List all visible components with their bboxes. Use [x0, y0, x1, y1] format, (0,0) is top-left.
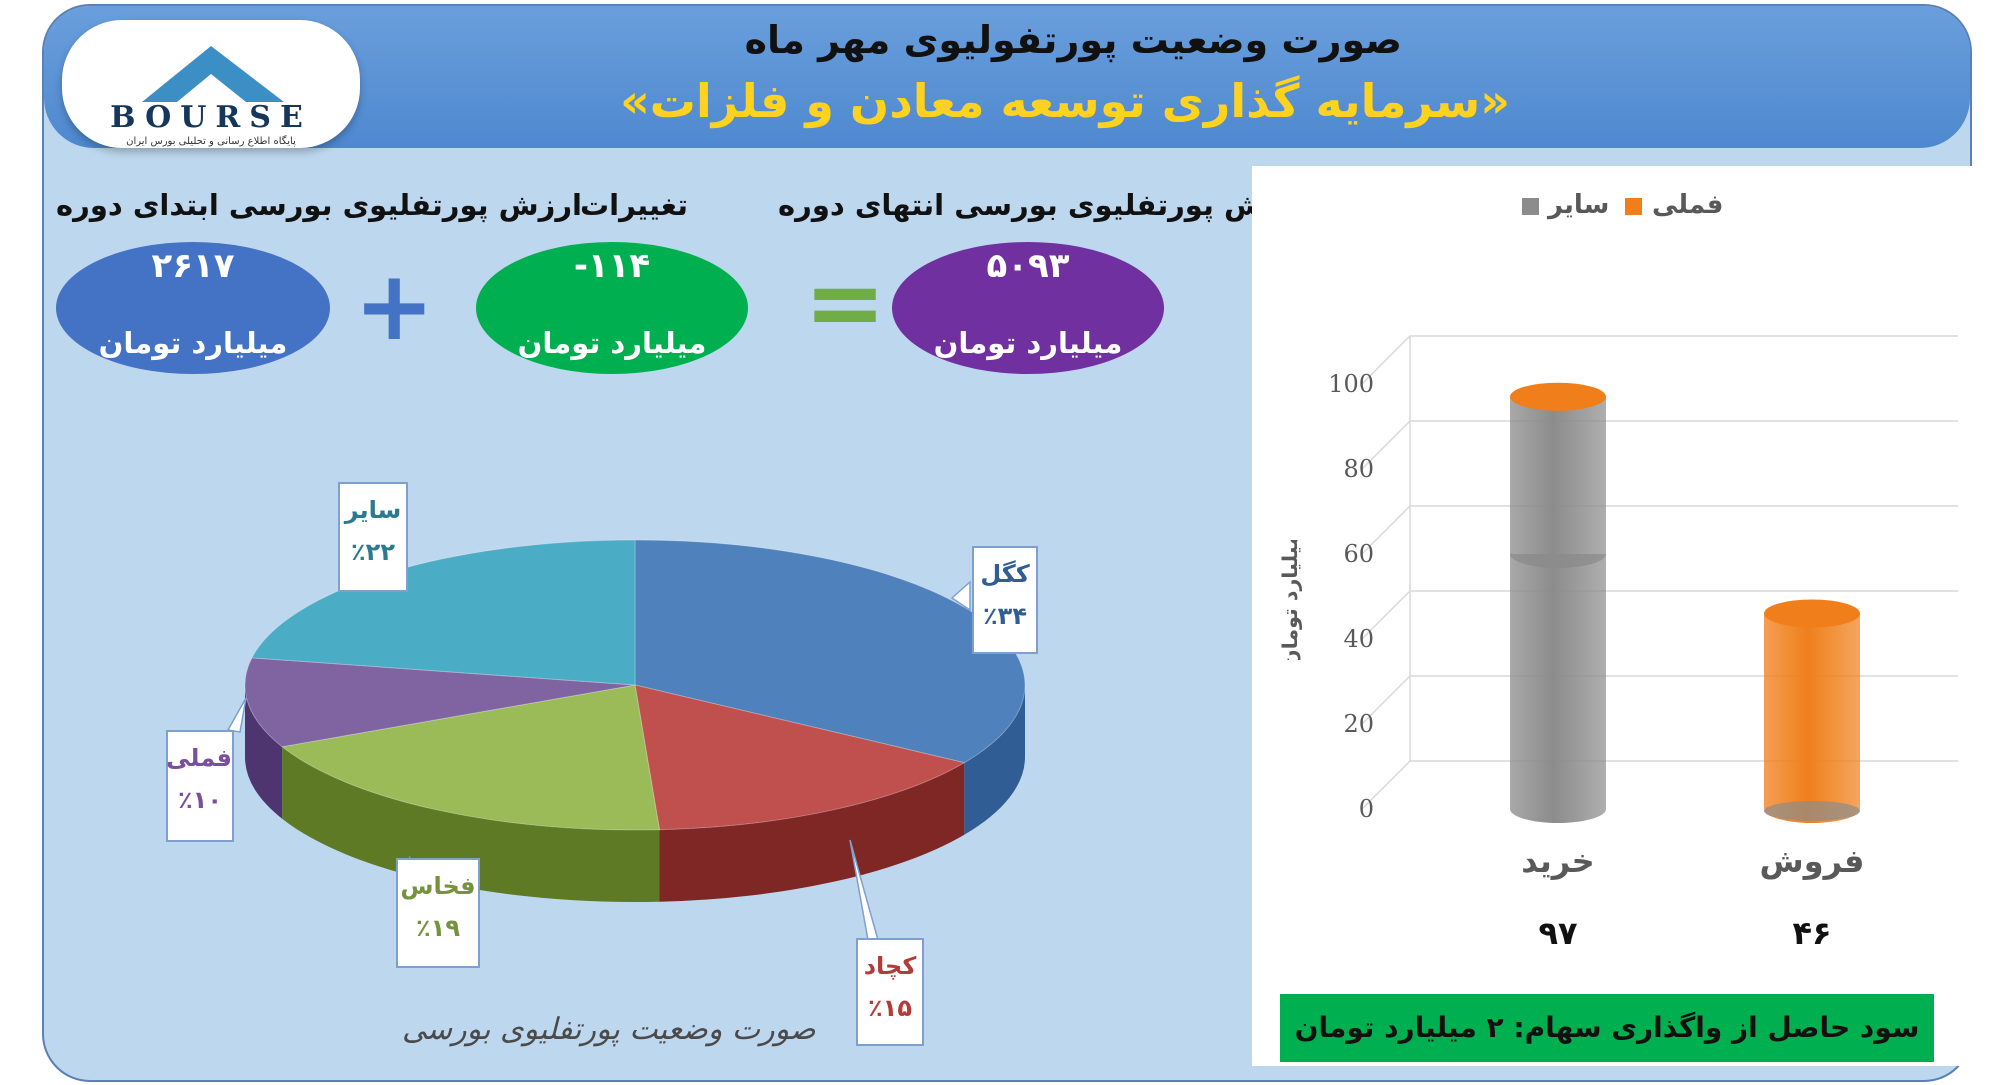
header-banner [44, 6, 1970, 148]
end-value-ellipse: ۵۰۹۳ میلیارد تومان [892, 242, 1164, 374]
start-value-label: ارزش پورتفلیوی بورسی ابتدای دوره [56, 188, 582, 222]
callout-sayer: سایر ٪۲۲ [338, 482, 408, 592]
callout-fakhas: فخاس ٪۱۹ [396, 858, 480, 968]
bar-base [1764, 801, 1860, 821]
legend-label-fameli: فملی [1652, 190, 1724, 220]
portfolio-pie-chart [226, 539, 1026, 941]
slice-name: سایر [344, 496, 402, 524]
bar-top-cap [1510, 382, 1606, 411]
y-axis-title-text: میلیارد تومان [1278, 540, 1302, 660]
slice-percent: ٪۱۰ [178, 786, 222, 814]
bar-segment [1510, 396, 1606, 568]
legend-label-sayer: سایر [1548, 190, 1610, 220]
y-tick-label: 80 [1343, 455, 1374, 483]
end-value-label: ارزش پورتفلیوی بورسی انتهای دوره [778, 188, 1308, 222]
change-value: -۱۱۴ [573, 246, 651, 286]
callout-pointer [226, 697, 247, 733]
change-ellipse: -۱۱۴ میلیارد تومان [476, 242, 748, 374]
disposal-profit-banner: سود حاصل از واگذاری سهام: ۲ میلیارد توما… [1280, 994, 1934, 1062]
x-category-label: خرید [1521, 842, 1594, 880]
page-title: صورت وضعیت پورتفولیوی مهر ماه [744, 18, 1402, 62]
legend-swatch-fameli [1625, 198, 1642, 215]
change-label: تغییرات [580, 188, 689, 222]
trade-bar-chart: 0 20 40 60 80 100 خرید ۹۷ فروش ۴۶ [1328, 335, 1958, 952]
pie-slice-side [282, 746, 660, 902]
slice-percent: ٪۱۵ [868, 994, 912, 1022]
pie-slice [634, 684, 966, 831]
start-value: ۲۶۱۷ [151, 246, 235, 286]
bar-segment [1510, 553, 1606, 823]
slice-name: فملی [166, 744, 232, 772]
pie-slice-side [659, 762, 965, 902]
logo-triangle-icon [142, 46, 284, 102]
pie-slice [280, 684, 661, 831]
callout-fameli: فملی ٪۱۰ [166, 730, 234, 842]
end-unit: میلیارد تومان [933, 326, 1123, 360]
callout-kachad: کچاد ٪۱۵ [856, 938, 924, 1046]
bar-segment [1764, 613, 1860, 823]
gridline-side [1361, 590, 1411, 640]
bar-total-label: ۹۷ [1538, 914, 1578, 952]
start-value-ellipse: ۲۶۱۷ میلیارد تومان [56, 242, 330, 374]
y-tick-label: 0 [1359, 795, 1374, 823]
slice-name: فخاس [400, 872, 476, 900]
slice-name: کچاد [863, 952, 917, 980]
bar-top-cap [1764, 599, 1860, 628]
bourse24-logo: BOURSE پایگاه اطلاع رسانی و تحلیلی بورس … [62, 20, 360, 148]
slice-percent: ٪۱۹ [416, 914, 460, 942]
equals-sign: = [804, 246, 887, 360]
gridline-side [1361, 760, 1411, 810]
gridline-side [1361, 420, 1411, 470]
slice-percent: ٪۲۲ [351, 538, 395, 566]
logo-text: BOURSE [110, 100, 312, 135]
logo-tagline: پایگاه اطلاع رسانی و تحلیلی بورس ایران [126, 136, 296, 147]
y-axis-title: میلیارد تومان [1278, 540, 1302, 660]
slice-percent: ٪۳۴ [983, 602, 1027, 630]
pie-slice-side [964, 685, 1026, 835]
y-tick-label: 60 [1343, 540, 1374, 568]
gridline-side [1361, 335, 1411, 385]
plus-sign: + [354, 250, 435, 362]
callout-kagol: کگل ٪۳۴ [972, 546, 1038, 654]
y-tick-label: 20 [1343, 710, 1374, 738]
x-category-label: فروش [1760, 842, 1865, 880]
start-unit: میلیارد تومان [98, 326, 288, 360]
pie-slice-side [245, 685, 283, 819]
gridline-side [1361, 505, 1411, 555]
end-value: ۵۰۹۳ [986, 246, 1070, 286]
page-subtitle: «سرمایه گذاری توسعه معادن و فلزات» [620, 74, 1510, 128]
bar-total-label: ۴۶ [1792, 914, 1831, 952]
y-tick-label: 40 [1343, 625, 1374, 653]
legend-swatch-sayer [1522, 198, 1539, 215]
gridline-side [1361, 675, 1411, 725]
pie-slice [244, 657, 636, 748]
pie-chart-title: صورت وضعیت پورتفلیوی بورسی [402, 1012, 816, 1047]
slice-name: کگل [980, 560, 1030, 588]
change-unit: میلیارد تومان [517, 326, 707, 360]
callout-pointer [950, 580, 971, 612]
y-tick-label: 100 [1328, 370, 1374, 398]
